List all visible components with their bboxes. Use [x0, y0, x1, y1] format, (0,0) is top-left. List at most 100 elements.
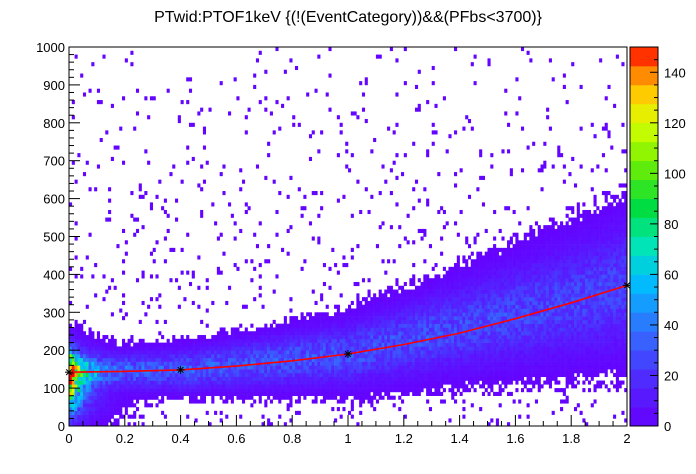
heat-cell: [428, 289, 432, 294]
heat-cell: [532, 361, 536, 366]
heat-cell: [186, 384, 190, 389]
heat-cell: [512, 308, 516, 313]
heat-cell: [308, 346, 313, 351]
heat-cell: [481, 175, 486, 180]
heat-cell: [80, 372, 84, 378]
heat-cell: [529, 361, 533, 366]
heat-cell: [292, 335, 296, 340]
heat-cell: [529, 335, 533, 340]
heat-cell: [540, 289, 544, 294]
heat-cell: [69, 353, 73, 359]
heat-cell: [161, 365, 165, 370]
heat-cell: [401, 376, 405, 381]
heat-cell: [267, 335, 271, 340]
heat-cell: [334, 335, 338, 340]
heat-cell: [356, 388, 360, 393]
heat-cell: [375, 297, 379, 302]
heat-cell: [108, 353, 112, 359]
heat-cell: [504, 376, 508, 381]
heat-cell: [498, 289, 502, 294]
heat-cell: [180, 372, 184, 378]
heat-cell: [294, 338, 299, 343]
heat-cell: [91, 62, 95, 67]
heat-cell: [122, 259, 126, 264]
heat-cell: [289, 350, 293, 355]
heat-cell: [406, 391, 410, 396]
heat-cell: [356, 380, 360, 385]
heat-cell: [303, 395, 307, 400]
heat-cell: [373, 407, 377, 412]
heat-cell: [144, 361, 148, 366]
heat-cell: [454, 353, 458, 359]
heat-cell: [214, 376, 218, 381]
heat-cell: [110, 380, 114, 385]
heat-cell: [348, 316, 352, 321]
heat-cell: [437, 172, 441, 177]
heat-cell: [96, 395, 100, 400]
heat-cell: [409, 327, 413, 332]
heat-cell: [378, 353, 382, 359]
heat-cell: [353, 361, 357, 366]
heat-cell: [401, 308, 405, 313]
heat-cell: [152, 346, 156, 351]
heat-cell: [317, 346, 321, 351]
heat-cell: [80, 323, 84, 328]
heat-cell: [378, 304, 382, 309]
heat-cell: [119, 361, 123, 366]
heat-cell: [403, 323, 407, 328]
heat-cell: [381, 297, 385, 302]
heat-cell: [518, 357, 522, 362]
heat-cell: [520, 289, 525, 294]
heat-cell: [135, 407, 140, 412]
heat-cell: [507, 391, 511, 396]
heat-cell: [336, 376, 340, 381]
heat-cell: [71, 407, 75, 412]
heat-cell: [467, 353, 472, 359]
heat-cell: [342, 407, 346, 412]
heat-cell: [403, 365, 407, 370]
heat-cell: [236, 372, 240, 378]
heat-cell: [258, 384, 262, 389]
heat-cell: [336, 198, 340, 203]
heat-cell: [311, 357, 315, 362]
heat-cell: [294, 372, 299, 378]
heat-cell: [99, 395, 103, 400]
heat-cell: [105, 361, 109, 366]
heat-cell: [498, 403, 502, 408]
heat-cell: [175, 369, 179, 374]
heat-cell: [498, 278, 502, 283]
heat-cell: [440, 342, 444, 347]
heat-cell: [401, 365, 405, 370]
heat-cell: [175, 357, 179, 362]
heat-cell: [138, 319, 142, 324]
heat-cell: [481, 270, 486, 275]
heat-cell: [105, 388, 109, 393]
heat-cell: [77, 323, 81, 328]
heat-cell: [74, 422, 78, 426]
heat-cell: [317, 357, 321, 362]
heat-cell: [233, 372, 237, 378]
heat-cell: [373, 335, 377, 340]
heat-cell: [459, 297, 463, 302]
heat-cell: [512, 319, 516, 324]
heat-cell: [370, 346, 374, 351]
heat-cell: [398, 335, 402, 340]
heat-cell: [434, 263, 438, 268]
heat-cell: [387, 350, 391, 355]
heat-cell: [476, 266, 480, 271]
heat-cell: [250, 342, 254, 347]
heat-cell: [398, 293, 402, 298]
heat-cell: [110, 342, 114, 347]
heat-cell: [275, 331, 279, 336]
heat-cell: [74, 380, 78, 385]
heat-cell: [537, 251, 541, 256]
heat-cell: [308, 331, 313, 336]
heat-cell: [493, 266, 497, 271]
heat-cell: [339, 391, 343, 396]
heat-cell: [239, 338, 243, 343]
heat-cell: [520, 335, 525, 340]
heat-cell: [490, 266, 494, 271]
heat-cell: [77, 357, 81, 362]
heat-cell: [420, 316, 424, 321]
